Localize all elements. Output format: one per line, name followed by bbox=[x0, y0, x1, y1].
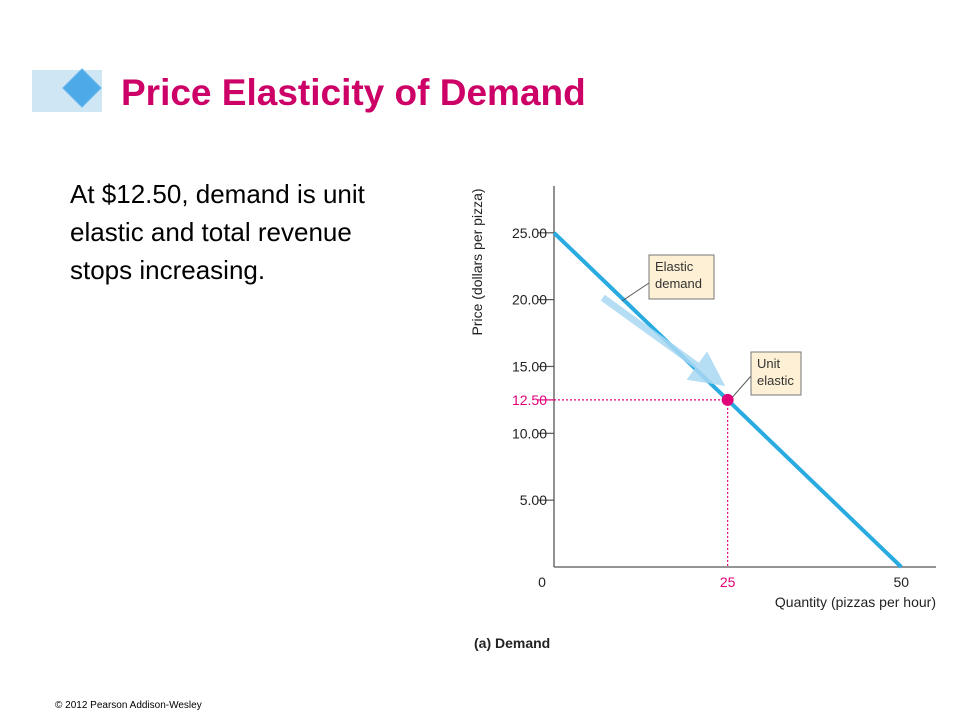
elastic-range-arrow bbox=[600, 294, 726, 387]
elastic-demand-callout-leader-line bbox=[621, 282, 650, 302]
y-axis-label: Price (dollars per pizza) bbox=[469, 188, 485, 335]
elastic-demand-callout-box bbox=[648, 254, 715, 300]
highlight-y-label: 12.50 bbox=[512, 392, 547, 408]
elastic-demand-callout-text: Elastic bbox=[655, 259, 694, 274]
y-tick-label: 10.00 bbox=[512, 425, 547, 441]
unit-elastic-callout-leader-line bbox=[732, 375, 752, 398]
unit-elastic-callout-text: elastic bbox=[757, 373, 794, 388]
copyright-notice: © 2012 Pearson Addison-Wesley bbox=[55, 700, 202, 711]
x-axis-label: Quantity (pizzas per hour) bbox=[775, 594, 936, 610]
slide-title: Price Elasticity of Demand bbox=[121, 72, 586, 113]
chart-caption: (a) Demand bbox=[474, 635, 550, 651]
unit-elastic-callout-box bbox=[750, 351, 802, 396]
unit-elastic-point bbox=[721, 393, 734, 406]
x-tick-label: 0 bbox=[538, 574, 546, 590]
y-tick-label: 25.00 bbox=[512, 225, 547, 241]
slide-body-text: At $12.50, demand is unit elastic and to… bbox=[70, 179, 365, 285]
y-tick-label: 5.00 bbox=[520, 492, 547, 508]
y-tick-label: 15.00 bbox=[512, 358, 547, 374]
unit-elastic-callout-text: Unit bbox=[757, 356, 781, 371]
highlight-x-label: 25 bbox=[720, 574, 736, 590]
elastic-demand-callout-text: demand bbox=[655, 276, 702, 291]
x-tick-label: 50 bbox=[893, 574, 909, 590]
y-tick-label: 20.00 bbox=[512, 292, 547, 308]
